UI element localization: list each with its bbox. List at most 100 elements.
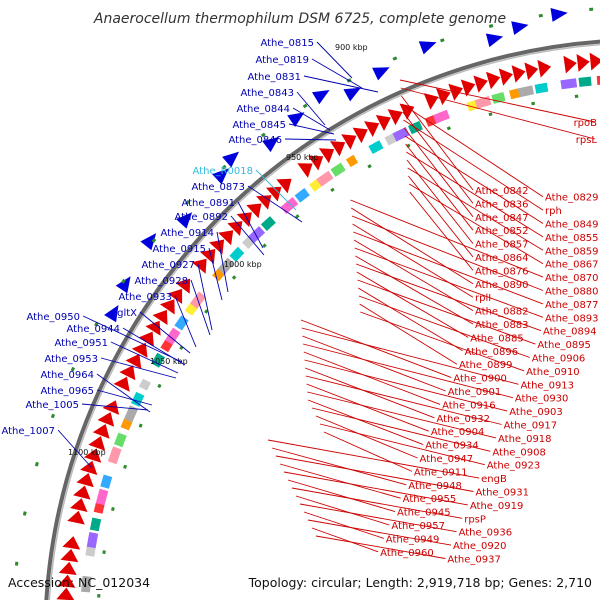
right-gene-label: Athe_0932 [436,414,490,425]
feature-block [229,246,245,262]
right-label-leader [352,223,474,298]
left-label-leader [247,185,303,223]
feature-block [260,216,276,231]
forward-gene-arrow [352,127,368,144]
right-gene-label: Athe_0859 [545,246,599,257]
left-gene-label: Athe_0927 [141,260,195,271]
right-gene-label: Athe_0919 [470,501,524,512]
tick-label: 1050 kbp [150,357,188,366]
feature-block [85,546,96,557]
feature-block [242,236,255,249]
marker-dash [121,278,126,284]
right-label-leader [350,207,474,285]
right-gene-label: Athe_0911 [414,467,468,478]
feature-block [247,226,266,244]
marker-dash [22,511,27,516]
right-gene-label: Athe_0910 [526,367,580,378]
marker-dash [221,164,227,170]
feature-block [294,188,310,203]
forward-gene-arrow [276,178,292,194]
right-gene-label: Athe_0916 [442,400,496,411]
left-label-leader [139,311,191,354]
backbone-ring [44,39,600,600]
forward-gene-arrow [297,163,313,178]
right-label-leader [399,79,596,123]
map-title: Anaerocellum thermophilum DSM 6725, comp… [93,11,506,27]
left-gene-label: gltX [117,308,137,319]
feature-block [466,100,478,112]
marker-dash [204,309,209,314]
right-gene-label: Athe_0880 [545,287,599,298]
left-label-leader [284,138,337,141]
right-label-leader [291,487,463,519]
feature-block [81,575,92,593]
right-label-leader [323,431,413,472]
marker-dash [34,461,39,467]
feature-block [138,378,151,391]
right-label-leader [305,375,502,425]
right-gene-label: rpsP [464,514,486,525]
right-gene-label: Athe_0945 [397,508,451,519]
right-gene-label: Athe_0936 [459,528,513,539]
forward-gene-arrow [524,62,539,81]
forward-gene-arrow [246,203,262,219]
left-label-leader [190,279,211,336]
left-gene-label: Athe_1005 [25,400,79,411]
forward-gene-arrow [97,412,115,427]
feature-block [578,76,592,87]
left-gene-label: Athe_1007 [1,426,55,437]
right-gene-label: Athe_0847 [475,213,529,224]
forward-gene-arrow [73,485,91,500]
right-gene-label: Athe_0867 [545,260,599,271]
right-label-leader [299,503,457,533]
marker-dash [330,187,335,193]
marker-dash [260,132,266,138]
reverse-gene-arrow [176,212,193,229]
forward-gene-arrow [119,365,136,381]
reverse-gene-arrow [222,151,240,168]
left-label-leader [122,327,186,366]
right-label-leader [315,415,418,459]
right-gene-label: Athe_0829 [545,193,599,204]
marker-dash [367,164,372,169]
forward-gene-arrow [145,320,161,336]
forward-gene-arrow [70,498,88,512]
left-gene-label: Athe_0873 [191,182,245,193]
left-label-leader [230,215,265,256]
feature-block [384,133,397,146]
feature-block [516,85,534,98]
feature-block [86,532,99,549]
forward-gene-arrow [473,75,488,93]
right-gene-label: Athe_0900 [453,374,507,385]
feature-block [120,418,133,431]
forward-gene-arrow [308,155,324,171]
left-label-leader [255,169,297,211]
left-label-leader [216,231,229,293]
forward-gene-arrow [62,536,81,550]
right-label-leader [302,335,446,392]
forward-gene-arrow [60,548,79,563]
left-label-leader [96,373,151,413]
right-label-leader [319,423,485,466]
reverse-gene-arrow [312,90,330,105]
left-label-leader [81,403,149,411]
right-label-leader [271,447,407,486]
right-label-leader [301,327,519,385]
feature-block [596,75,600,85]
right-label-leader [303,351,441,405]
right-gene-label: Athe_0934 [425,441,479,452]
right-gene-label: Athe_0882 [475,307,529,318]
reverse-gene-arrow [372,67,390,81]
marker-dash [488,24,494,28]
right-gene-label: Athe_0870 [545,273,599,284]
right-label-leader [307,519,452,546]
right-gene-label: Athe_0864 [475,253,529,264]
left-label-leader [110,341,179,374]
left-label-leader [82,315,183,363]
right-gene-label: rpoB [574,118,598,129]
left-gene-label: Athe_0914 [160,228,214,239]
right-gene-label: Athe_0852 [475,226,529,237]
right-gene-label: Athe_0855 [545,233,599,244]
forward-gene-arrow [102,400,120,415]
